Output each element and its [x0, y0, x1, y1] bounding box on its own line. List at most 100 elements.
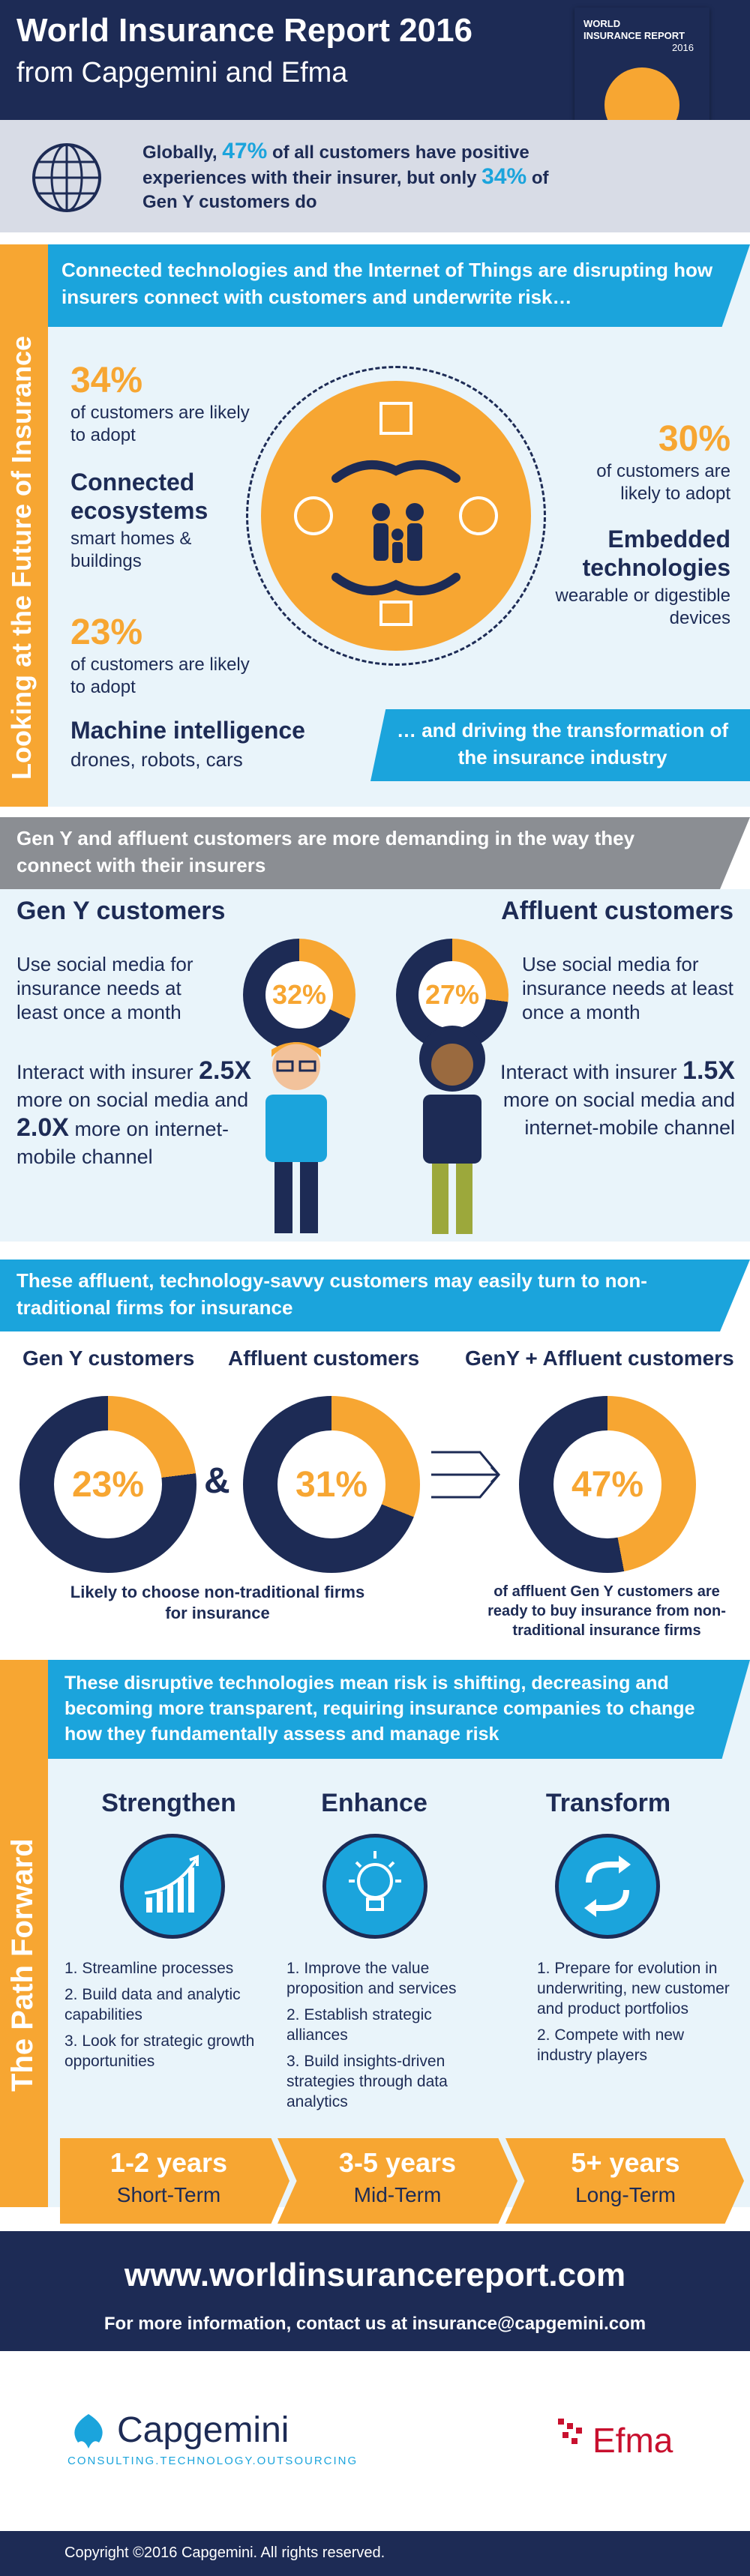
strengthen-list: 1. Streamline processes 2. Build data an…	[64, 1958, 267, 2071]
converging-arrows-icon	[428, 1433, 510, 1516]
nt-combined-heading: GenY + Affluent customers	[465, 1346, 734, 1370]
demanding-banner-text: Gen Y and affluent customers are more de…	[16, 827, 635, 876]
timeline-short	[60, 2138, 290, 2224]
geny-person-icon	[255, 1035, 338, 1237]
affluent-interact-text: Interact with insurer 1.5X more on socia…	[500, 1056, 735, 1140]
intro-pct-geny: 34%	[482, 164, 527, 189]
path-side-bar	[0, 1660, 48, 2207]
geny-mult-mobile: 2.0X	[16, 1113, 69, 1142]
efma-dots-icon	[558, 2419, 588, 2449]
enhance-item: 3. Build insights-driven strategies thro…	[286, 2053, 448, 2110]
geny-heading: Gen Y customers	[16, 897, 226, 925]
page-title: World Insurance Report 2016	[16, 12, 473, 49]
footer-url[interactable]: www.worldinsurancereport.com	[124, 2257, 626, 2293]
footer-band	[0, 2231, 750, 2351]
cycle-arrows-icon	[555, 1834, 660, 1939]
iot-circle	[261, 381, 531, 651]
nt-caption-right: of affluent Gen Y customers are ready to…	[488, 1583, 726, 1639]
nt-combined-pct: 47%	[554, 1430, 662, 1538]
stat-machine-title: Machine intelligence	[70, 717, 305, 744]
cover-year: 2016	[672, 42, 694, 53]
capgemini-logo: Capgemini	[117, 2410, 290, 2450]
stat-machine-sub: drones, robots, cars	[70, 748, 243, 771]
copyright-band	[0, 2531, 750, 2576]
intro-band	[0, 120, 750, 232]
future-banner	[48, 244, 750, 327]
timeline-short-years: 1-2 years	[110, 2147, 228, 2178]
nt-affluent-heading: Affluent customers	[228, 1346, 420, 1370]
nontraditional-banner-text: These affluent, technology-savvy custome…	[16, 1269, 647, 1319]
enhance-item: 2. Establish strategic alliances	[286, 2006, 432, 2044]
demanding-banner	[0, 817, 750, 889]
timeline-long-years: 5+ years	[571, 2147, 680, 2178]
stat-machine-text: of customers are likely to adopt	[70, 654, 250, 697]
enhance-item: 1. Improve the value proposition and ser…	[286, 1960, 457, 1997]
nt-geny-donut: 23%	[20, 1396, 196, 1573]
affluent-mult: 1.5X	[682, 1056, 735, 1085]
intro-pct-all: 47%	[222, 139, 268, 163]
col-transform-title: Transform	[545, 1789, 671, 1817]
affluent-person-icon	[411, 1026, 494, 1237]
cover-title-line2: INSURANCE REPORT	[584, 30, 686, 41]
timeline-mid	[278, 2138, 518, 2224]
globe-icon	[30, 141, 104, 214]
stat-embedded-sub: wearable or digestible devices	[555, 586, 730, 628]
connected-family-icon	[294, 402, 498, 626]
future-side-bar	[0, 244, 48, 807]
path-banner-text: These disruptive technologies mean risk …	[64, 1673, 695, 1745]
geny-social-pct: 32%	[266, 961, 333, 1029]
page-subtitle: from Capgemini and Efma	[16, 57, 348, 88]
future-banner-text: Connected technologies and the Internet …	[62, 259, 713, 308]
nt-affluent-donut: 31%	[243, 1396, 420, 1573]
nt-ampersand: &	[204, 1461, 230, 1501]
intro-text: Globally, 47% of all customers have posi…	[142, 139, 549, 213]
copyright-text: Copyright ©2016 Capgemini. All rights re…	[64, 2545, 386, 2561]
affluent-social-pct: 27%	[418, 961, 486, 1029]
report-cover: WORLD INSURANCE REPORT 2016 Capgemini Ef…	[574, 7, 710, 225]
demanding-panel	[0, 889, 750, 1242]
stat-embedded-text: of customers are likely to adopt	[596, 461, 730, 504]
timeline-mid-term: Mid-Term	[353, 2183, 442, 2206]
nontraditional-banner	[0, 1260, 750, 1331]
footer-contact[interactable]: For more information, contact us at insu…	[104, 2314, 646, 2334]
capgemini-spade-icon	[64, 2413, 112, 2450]
timeline-long-term: Long-Term	[575, 2183, 676, 2206]
stat-connected-pct: 34%	[70, 361, 143, 400]
col-strengthen-title: Strengthen	[101, 1789, 236, 1817]
geny-social-text: Use social media for insurance needs at …	[16, 953, 194, 1023]
transform-item: 1. Prepare for evolution in underwriting…	[537, 1960, 730, 2017]
nt-caption-left: Likely to choose non-traditional firms f…	[70, 1583, 365, 1622]
stat-machine-pct: 23%	[70, 613, 143, 652]
col-enhance-title: Enhance	[321, 1789, 428, 1817]
stat-connected-title: Connected ecosystems	[70, 469, 208, 524]
geny-mult-social: 2.5X	[199, 1056, 252, 1085]
chart-growth-icon	[120, 1834, 225, 1939]
stat-embedded-title: Embedded technologies	[582, 526, 730, 581]
path-banner	[48, 1660, 750, 1759]
lightbulb-icon	[322, 1834, 428, 1939]
enhance-list: 1. Improve the value proposition and ser…	[286, 1958, 489, 2112]
transform-item: 2. Compete with new industry players	[537, 2026, 685, 2064]
timeline-mid-years: 3-5 years	[338, 2147, 457, 2178]
logo-band	[0, 2351, 750, 2531]
timeline-long	[506, 2138, 744, 2224]
transform-banner	[370, 709, 750, 781]
timeline-short-term: Short-Term	[116, 2183, 221, 2206]
nt-combined-donut: 47%	[519, 1396, 696, 1573]
path-side-label: The Path Forward	[6, 1838, 39, 2092]
geny-social-donut: 32%	[243, 939, 356, 1051]
efma-logo: Efma	[592, 2421, 674, 2460]
strengthen-item: 1. Streamline processes	[64, 1960, 234, 1977]
strengthen-item: 2. Build data and analytic capabilities	[64, 1986, 241, 2023]
transform-banner-text: … and driving the transformation of the …	[396, 719, 728, 768]
affluent-heading: Affluent customers	[501, 897, 734, 925]
stat-embedded-pct: 30%	[658, 419, 730, 459]
nt-geny-pct: 23%	[54, 1430, 162, 1538]
stat-connected-text: of customers are likely to adopt	[70, 403, 250, 445]
strengthen-item: 3. Look for strategic growth opportuniti…	[64, 2032, 255, 2070]
nt-affluent-pct: 31%	[278, 1430, 386, 1538]
stat-connected-sub: smart homes & buildings	[70, 529, 192, 571]
capgemini-tagline: CONSULTING.TECHNOLOGY.OUTSOURCING	[68, 2455, 358, 2467]
iot-circle-outline	[246, 366, 546, 666]
